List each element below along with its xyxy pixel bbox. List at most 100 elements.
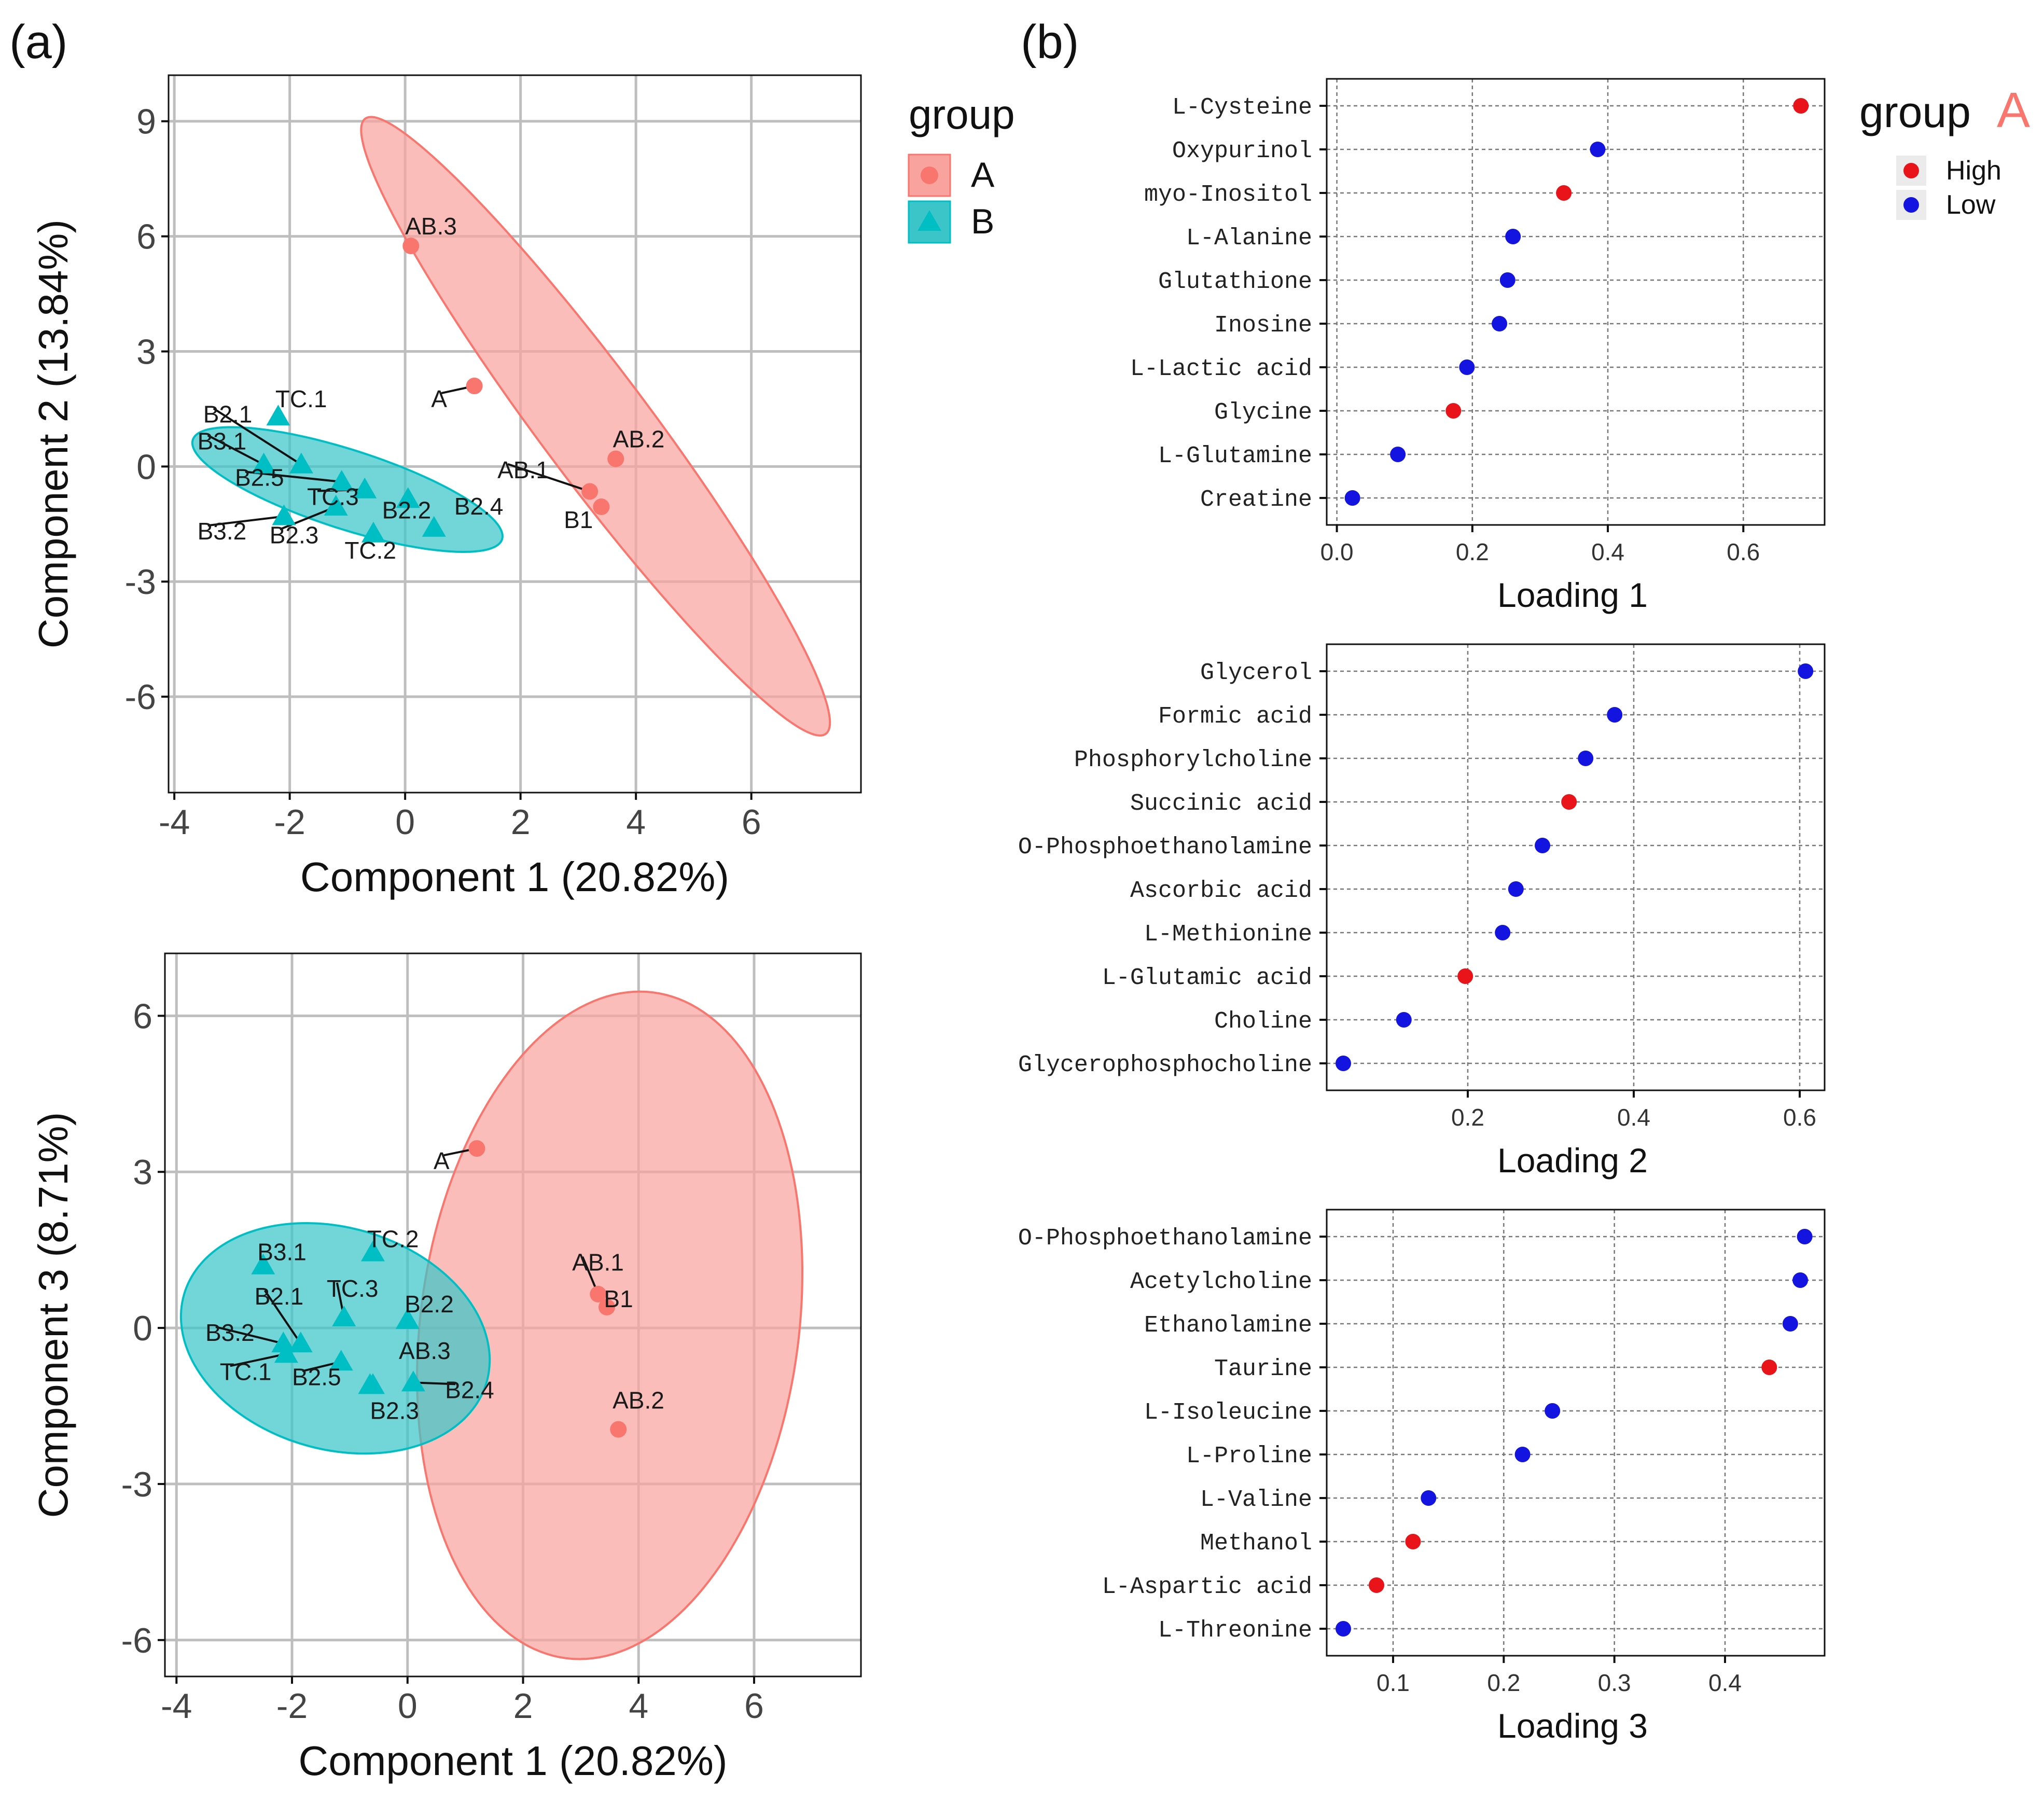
y-tick-label: 6 — [136, 217, 156, 257]
point-ab-2 — [610, 1421, 627, 1438]
point-label-b1: B1 — [564, 506, 593, 533]
point-label-b3-2: B3.2 — [205, 1319, 255, 1346]
loading-dot-ethanolamine — [1782, 1316, 1798, 1332]
point-a — [468, 1140, 485, 1157]
point-ab-1 — [581, 483, 599, 500]
x-tick-label: 6 — [742, 802, 761, 842]
pca-plot-component-1-vs-2: AB.3 A AB.2 AB.1 B1 TC.1 B2.1B3.1 B2.5 TC.3 B2.2 B… — [30, 74, 862, 900]
point-ab-2 — [607, 450, 624, 467]
label-leader-line — [207, 515, 284, 527]
legend-group: group AB — [908, 91, 1015, 244]
metabolite-label-l-glutamine: L-Glutamine — [1158, 443, 1312, 469]
plot-frame — [164, 952, 862, 1678]
x-tick-label: -4 — [159, 802, 190, 842]
metabolite-label-inosine: Inosine — [1214, 312, 1312, 339]
point-label-a: A — [434, 1147, 450, 1174]
point-label-b3-1: B3.1 — [257, 1239, 307, 1266]
loading-dot-inosine — [1492, 316, 1508, 331]
metabolite-label-succinic-acid: Succinic acid — [1130, 791, 1312, 817]
point-b3-2 — [271, 1332, 296, 1353]
point-label-b2-4: B2.4 — [445, 1376, 494, 1403]
point-label-b2-2: B2.2 — [405, 1291, 454, 1318]
y-axis-title: Component 2 (13.84%) — [30, 219, 76, 648]
loading-dot-taurine — [1761, 1360, 1777, 1375]
metabolite-label-l-lactic-acid: L-Lactic acid — [1130, 356, 1312, 382]
plot-frame — [168, 74, 862, 794]
loading-dot-creatine — [1344, 490, 1360, 506]
legend-label-high: High — [1946, 156, 2001, 186]
label-leader-line — [245, 470, 342, 483]
point-tc-1 — [274, 1342, 298, 1363]
point-label-tc-2: TC.2 — [344, 537, 396, 564]
metabolite-label-acetylcholine: Acetylcholine — [1130, 1269, 1312, 1295]
point-label-b2-2: B2.2 — [382, 496, 432, 523]
x-tick-label: 0.1 — [1376, 1669, 1410, 1696]
x-axis-title: Loading 1 — [1497, 576, 1648, 614]
y-tick-label: 9 — [136, 102, 156, 142]
point-label-tc-3: TC.3 — [307, 483, 359, 510]
point-b2-1 — [288, 1332, 313, 1353]
loading-dot-methanol — [1405, 1534, 1421, 1549]
loading-dot-glycine — [1445, 403, 1462, 419]
y-tick-label: 0 — [136, 447, 156, 487]
y-tick-label: -6 — [125, 677, 156, 717]
point-b1 — [598, 1298, 615, 1315]
legend-label-a: A — [971, 155, 995, 195]
metabolite-label-l-valine: L-Valine — [1200, 1487, 1312, 1513]
point-ab-1 — [590, 1285, 607, 1302]
legend-key-a — [908, 154, 951, 197]
legend-dot-high — [1903, 163, 1919, 178]
legend-label-low: Low — [1946, 190, 1996, 220]
loading-2-plot: Glycerol Formic acid Phosphorylcholine Succ… — [1018, 643, 1826, 1180]
loading-dot-glutathione — [1499, 272, 1515, 288]
loading-dot-l-aspartic-acid — [1369, 1577, 1384, 1593]
loading-dot-oxypurinol — [1590, 142, 1606, 157]
point-b2-4 — [422, 516, 446, 537]
point-b3-2 — [272, 504, 296, 525]
x-tick-label: 0.4 — [1708, 1669, 1742, 1696]
loading-dot-choline — [1396, 1012, 1412, 1028]
y-tick-label: -3 — [125, 562, 156, 602]
loading-dot-l-glutamine — [1390, 447, 1406, 462]
point-b3-1 — [251, 1253, 275, 1274]
x-tick-label: 4 — [626, 802, 646, 842]
metabolite-label-phosphorylcholine: Phosphorylcholine — [1074, 747, 1312, 773]
loading-dot-myo-inositol — [1556, 185, 1572, 201]
plot-frame — [1326, 643, 1826, 1091]
loading-dot-l-alanine — [1505, 229, 1521, 244]
point-b3-1 — [252, 452, 276, 474]
point-a — [466, 378, 483, 395]
metabolite-label-creatine: Creatine — [1200, 487, 1312, 513]
point-label-ab-1: AB.1 — [572, 1249, 624, 1276]
legend-title: group — [909, 91, 1015, 137]
x-tick-label: 0.2 — [1451, 1104, 1484, 1131]
loading-dot-l-threonine — [1336, 1621, 1351, 1637]
point-label-ab-2: AB.2 — [613, 426, 665, 453]
x-tick-label: 0 — [398, 1686, 418, 1726]
x-tick-label: -2 — [274, 802, 305, 842]
pca-plot-component-1-vs-3: A AB.1 B1 AB.2 TC.2 B3.1 B2.1 TC.3 B2.2 B3.2 TC.1 B… — [30, 952, 862, 1784]
metabolite-label-l-cysteine: L-Cysteine — [1172, 94, 1312, 121]
legend-dot-low — [1903, 197, 1919, 213]
loading-dot-formic-acid — [1607, 707, 1623, 723]
metabolite-label-l-isoleucine: L-Isoleucine — [1144, 1399, 1312, 1426]
loading-dot-l-proline — [1514, 1447, 1531, 1462]
point-label-ab-3: AB.3 — [405, 213, 457, 240]
metabolite-label-ethanolamine: Ethanolamine — [1144, 1312, 1312, 1339]
x-tick-label: 0.6 — [1783, 1104, 1816, 1131]
point-label-ab-3: AB.3 — [399, 1337, 451, 1364]
x-axis-title: Loading 2 — [1497, 1141, 1648, 1180]
loading-dot-l-valine — [1421, 1490, 1437, 1506]
metabolite-label-l-glutamic-acid: L-Glutamic acid — [1102, 965, 1312, 991]
label-leader-line — [207, 434, 265, 466]
point-label-tc-1: TC.1 — [220, 1358, 272, 1385]
label-leader-line — [215, 1326, 284, 1345]
plot-background — [1327, 1210, 1825, 1656]
confidence-ellipse-group-a — [416, 990, 804, 1660]
label-leader-line — [213, 407, 302, 466]
x-tick-label: 0.4 — [1617, 1104, 1650, 1131]
point-label-b3-1: B3.1 — [198, 427, 247, 454]
metabolite-label-l-threonine: L-Threonine — [1158, 1617, 1312, 1644]
metabolite-label-o-phosphoethanolamine: O-Phosphoethanolamine — [1018, 834, 1312, 861]
plot-frame — [1326, 1209, 1826, 1657]
